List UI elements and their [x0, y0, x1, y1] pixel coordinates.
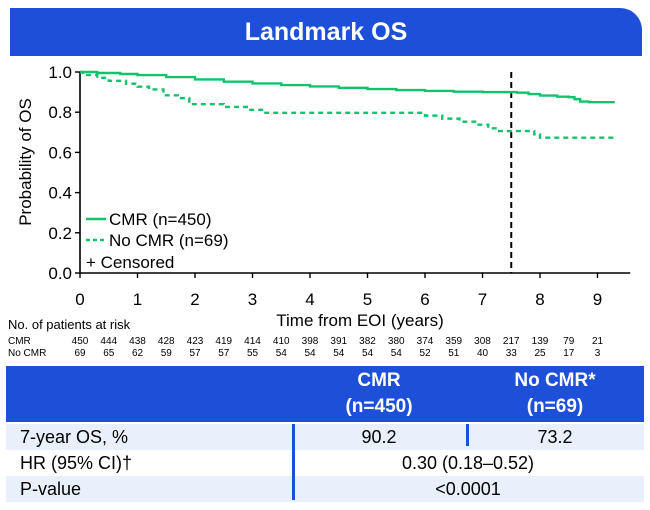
risk-value: 444 [100, 336, 117, 347]
risk-value: 40 [477, 348, 489, 359]
x-tick-label: 9 [593, 290, 602, 309]
series-line-cmr [80, 70, 615, 104]
risk-value: 57 [189, 348, 201, 359]
risk-value: 54 [333, 348, 345, 359]
y-tick-label: 0.2 [48, 224, 72, 243]
series-line-no-cmr [80, 70, 615, 139]
risk-value: 52 [419, 348, 431, 359]
risk-value: 55 [247, 348, 259, 359]
risk-value: 54 [304, 348, 316, 359]
risk-value: 450 [72, 336, 89, 347]
y-axis-label: Probability of OS [16, 98, 35, 226]
title-banner: Landmark OS [10, 8, 642, 56]
risk-value: 62 [132, 348, 144, 359]
y-tick-label: 0.6 [48, 143, 72, 162]
risk-value: 59 [161, 348, 173, 359]
results-header-row: CMR (n=450) No CMR* (n=69) [6, 366, 644, 422]
header-cmr-label: CMR [357, 370, 401, 391]
axes: 0 1 2 3 4 5 6 7 8 9 0.0 0.2 0.4 0.6 0.8 1.0 Time from EO… [16, 63, 631, 330]
legend-label: + Censored [86, 253, 174, 272]
risk-value: 410 [273, 336, 290, 347]
risk-value: 65 [103, 348, 115, 359]
header-nocmr-label: No CMR* [514, 370, 596, 391]
risk-value: 391 [330, 336, 347, 347]
header-cmr-n: (n=450) [345, 396, 413, 417]
cell-cmr: 90.2 [361, 426, 397, 447]
risk-value: 54 [276, 348, 288, 359]
table-row: P-value <0.0001 [6, 476, 644, 502]
cell-value: 0.30 (0.18–0.52) [401, 452, 535, 473]
risk-value: 3 [595, 348, 601, 359]
risk-value: 398 [302, 336, 319, 347]
risk-table-title: No. of patients at risk [8, 317, 131, 332]
x-tick-label: 3 [248, 290, 257, 309]
risk-value: 51 [448, 348, 460, 359]
x-tick-label: 8 [535, 290, 544, 309]
risk-value: 359 [445, 336, 462, 347]
header-cmr: CMR (n=450) [292, 366, 466, 422]
legend-label: No CMR (n=69) [109, 231, 229, 250]
column-divider [466, 424, 469, 446]
risk-value: 139 [532, 336, 549, 347]
table-row: HR (95% CI)† 0.30 (0.18–0.52) [6, 450, 644, 476]
risk-value: 308 [474, 336, 491, 347]
x-tick-label: 1 [133, 290, 142, 309]
x-tick-label: 0 [75, 290, 84, 309]
risk-value: 25 [534, 348, 546, 359]
x-axis-label: Time from EOI (years) [276, 311, 444, 330]
risk-value: 374 [417, 336, 434, 347]
y-tick-label: 0.0 [48, 264, 72, 283]
cell-nocmr: 73.2 [537, 426, 573, 447]
risk-value: 57 [218, 348, 230, 359]
row-label: P-value [20, 478, 82, 499]
risk-value: 419 [215, 336, 232, 347]
risk-table-values: CMR 450 444 438 428 423 419 414 410 398 391 382 380 3… [8, 336, 603, 359]
risk-row-label: No CMR [8, 348, 46, 359]
y-tick-label: 0.4 [48, 184, 72, 203]
risk-value: 428 [158, 336, 175, 347]
y-tick-label: 0.8 [48, 103, 72, 122]
column-divider [292, 424, 295, 500]
risk-value: 423 [187, 336, 204, 347]
row-label: 7-year OS, % [20, 426, 129, 447]
table-row: 7-year OS, % 90.2 73.2 [6, 424, 644, 450]
risk-value: 33 [506, 348, 518, 359]
survival-curves [80, 70, 615, 139]
risk-value: 69 [74, 348, 86, 359]
y-tick-label: 1.0 [48, 63, 72, 82]
km-chart: 0 1 2 3 4 5 6 7 8 9 0.0 0.2 0.4 0.6 0.8 1.0 Time from EO… [8, 63, 631, 359]
risk-row-label: CMR [8, 336, 31, 347]
legend: CMR (n=450) No CMR (n=69) + Censored [86, 210, 229, 272]
risk-value: 54 [362, 348, 374, 359]
risk-value: 217 [503, 336, 520, 347]
risk-value: 382 [359, 336, 376, 347]
risk-value: 17 [563, 348, 575, 359]
cell-value: <0.0001 [435, 478, 501, 499]
header-nocmr: No CMR* (n=69) [466, 366, 644, 422]
x-tick-label: 7 [478, 290, 487, 309]
risk-value: 54 [391, 348, 403, 359]
results-table: CMR (n=450) No CMR* (n=69) 7-year OS, % … [6, 366, 644, 502]
risk-value: 21 [592, 336, 604, 347]
risk-value: 414 [244, 336, 261, 347]
legend-label: CMR (n=450) [109, 210, 212, 229]
risk-value: 79 [563, 336, 575, 347]
x-tick-label: 5 [363, 290, 372, 309]
chart-title: Landmark OS [244, 17, 408, 46]
x-tick-label: 6 [420, 290, 429, 309]
header-nocmr-n: (n=69) [526, 396, 584, 417]
row-label: HR (95% CI)† [20, 452, 133, 473]
risk-value: 438 [129, 336, 146, 347]
x-tick-label: 2 [190, 290, 199, 309]
x-tick-label: 4 [305, 290, 314, 309]
risk-value: 380 [388, 336, 405, 347]
